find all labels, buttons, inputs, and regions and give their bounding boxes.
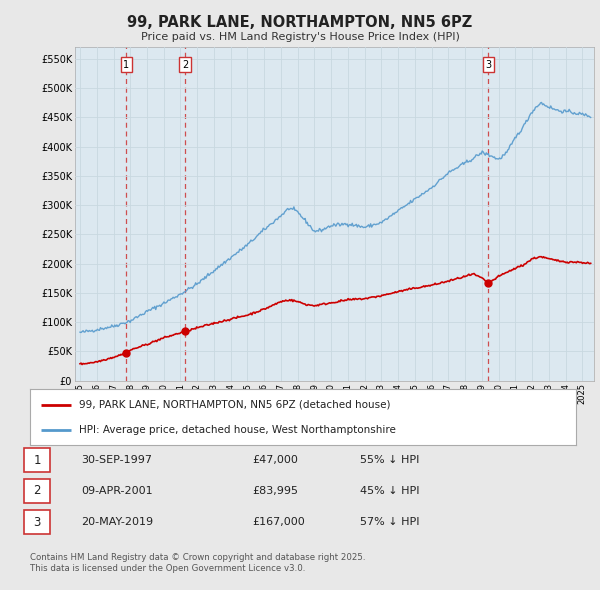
Text: 45% ↓ HPI: 45% ↓ HPI	[360, 486, 419, 496]
Text: 57% ↓ HPI: 57% ↓ HPI	[360, 517, 419, 527]
Text: £83,995: £83,995	[252, 486, 298, 496]
Text: 09-APR-2001: 09-APR-2001	[81, 486, 152, 496]
Text: 3: 3	[34, 516, 41, 529]
Text: 30-SEP-1997: 30-SEP-1997	[81, 455, 152, 465]
Text: 55% ↓ HPI: 55% ↓ HPI	[360, 455, 419, 465]
Text: 2: 2	[34, 484, 41, 497]
Text: £167,000: £167,000	[252, 517, 305, 527]
Text: Contains HM Land Registry data © Crown copyright and database right 2025.
This d: Contains HM Land Registry data © Crown c…	[30, 553, 365, 573]
Text: 1: 1	[34, 454, 41, 467]
Text: 1: 1	[123, 60, 129, 70]
Text: HPI: Average price, detached house, West Northamptonshire: HPI: Average price, detached house, West…	[79, 425, 396, 435]
Text: Price paid vs. HM Land Registry's House Price Index (HPI): Price paid vs. HM Land Registry's House …	[140, 32, 460, 42]
Text: 20-MAY-2019: 20-MAY-2019	[81, 517, 153, 527]
Text: £47,000: £47,000	[252, 455, 298, 465]
Text: 3: 3	[485, 60, 491, 70]
Text: 99, PARK LANE, NORTHAMPTON, NN5 6PZ: 99, PARK LANE, NORTHAMPTON, NN5 6PZ	[127, 15, 473, 30]
Text: 99, PARK LANE, NORTHAMPTON, NN5 6PZ (detached house): 99, PARK LANE, NORTHAMPTON, NN5 6PZ (det…	[79, 399, 391, 409]
Text: 2: 2	[182, 60, 188, 70]
